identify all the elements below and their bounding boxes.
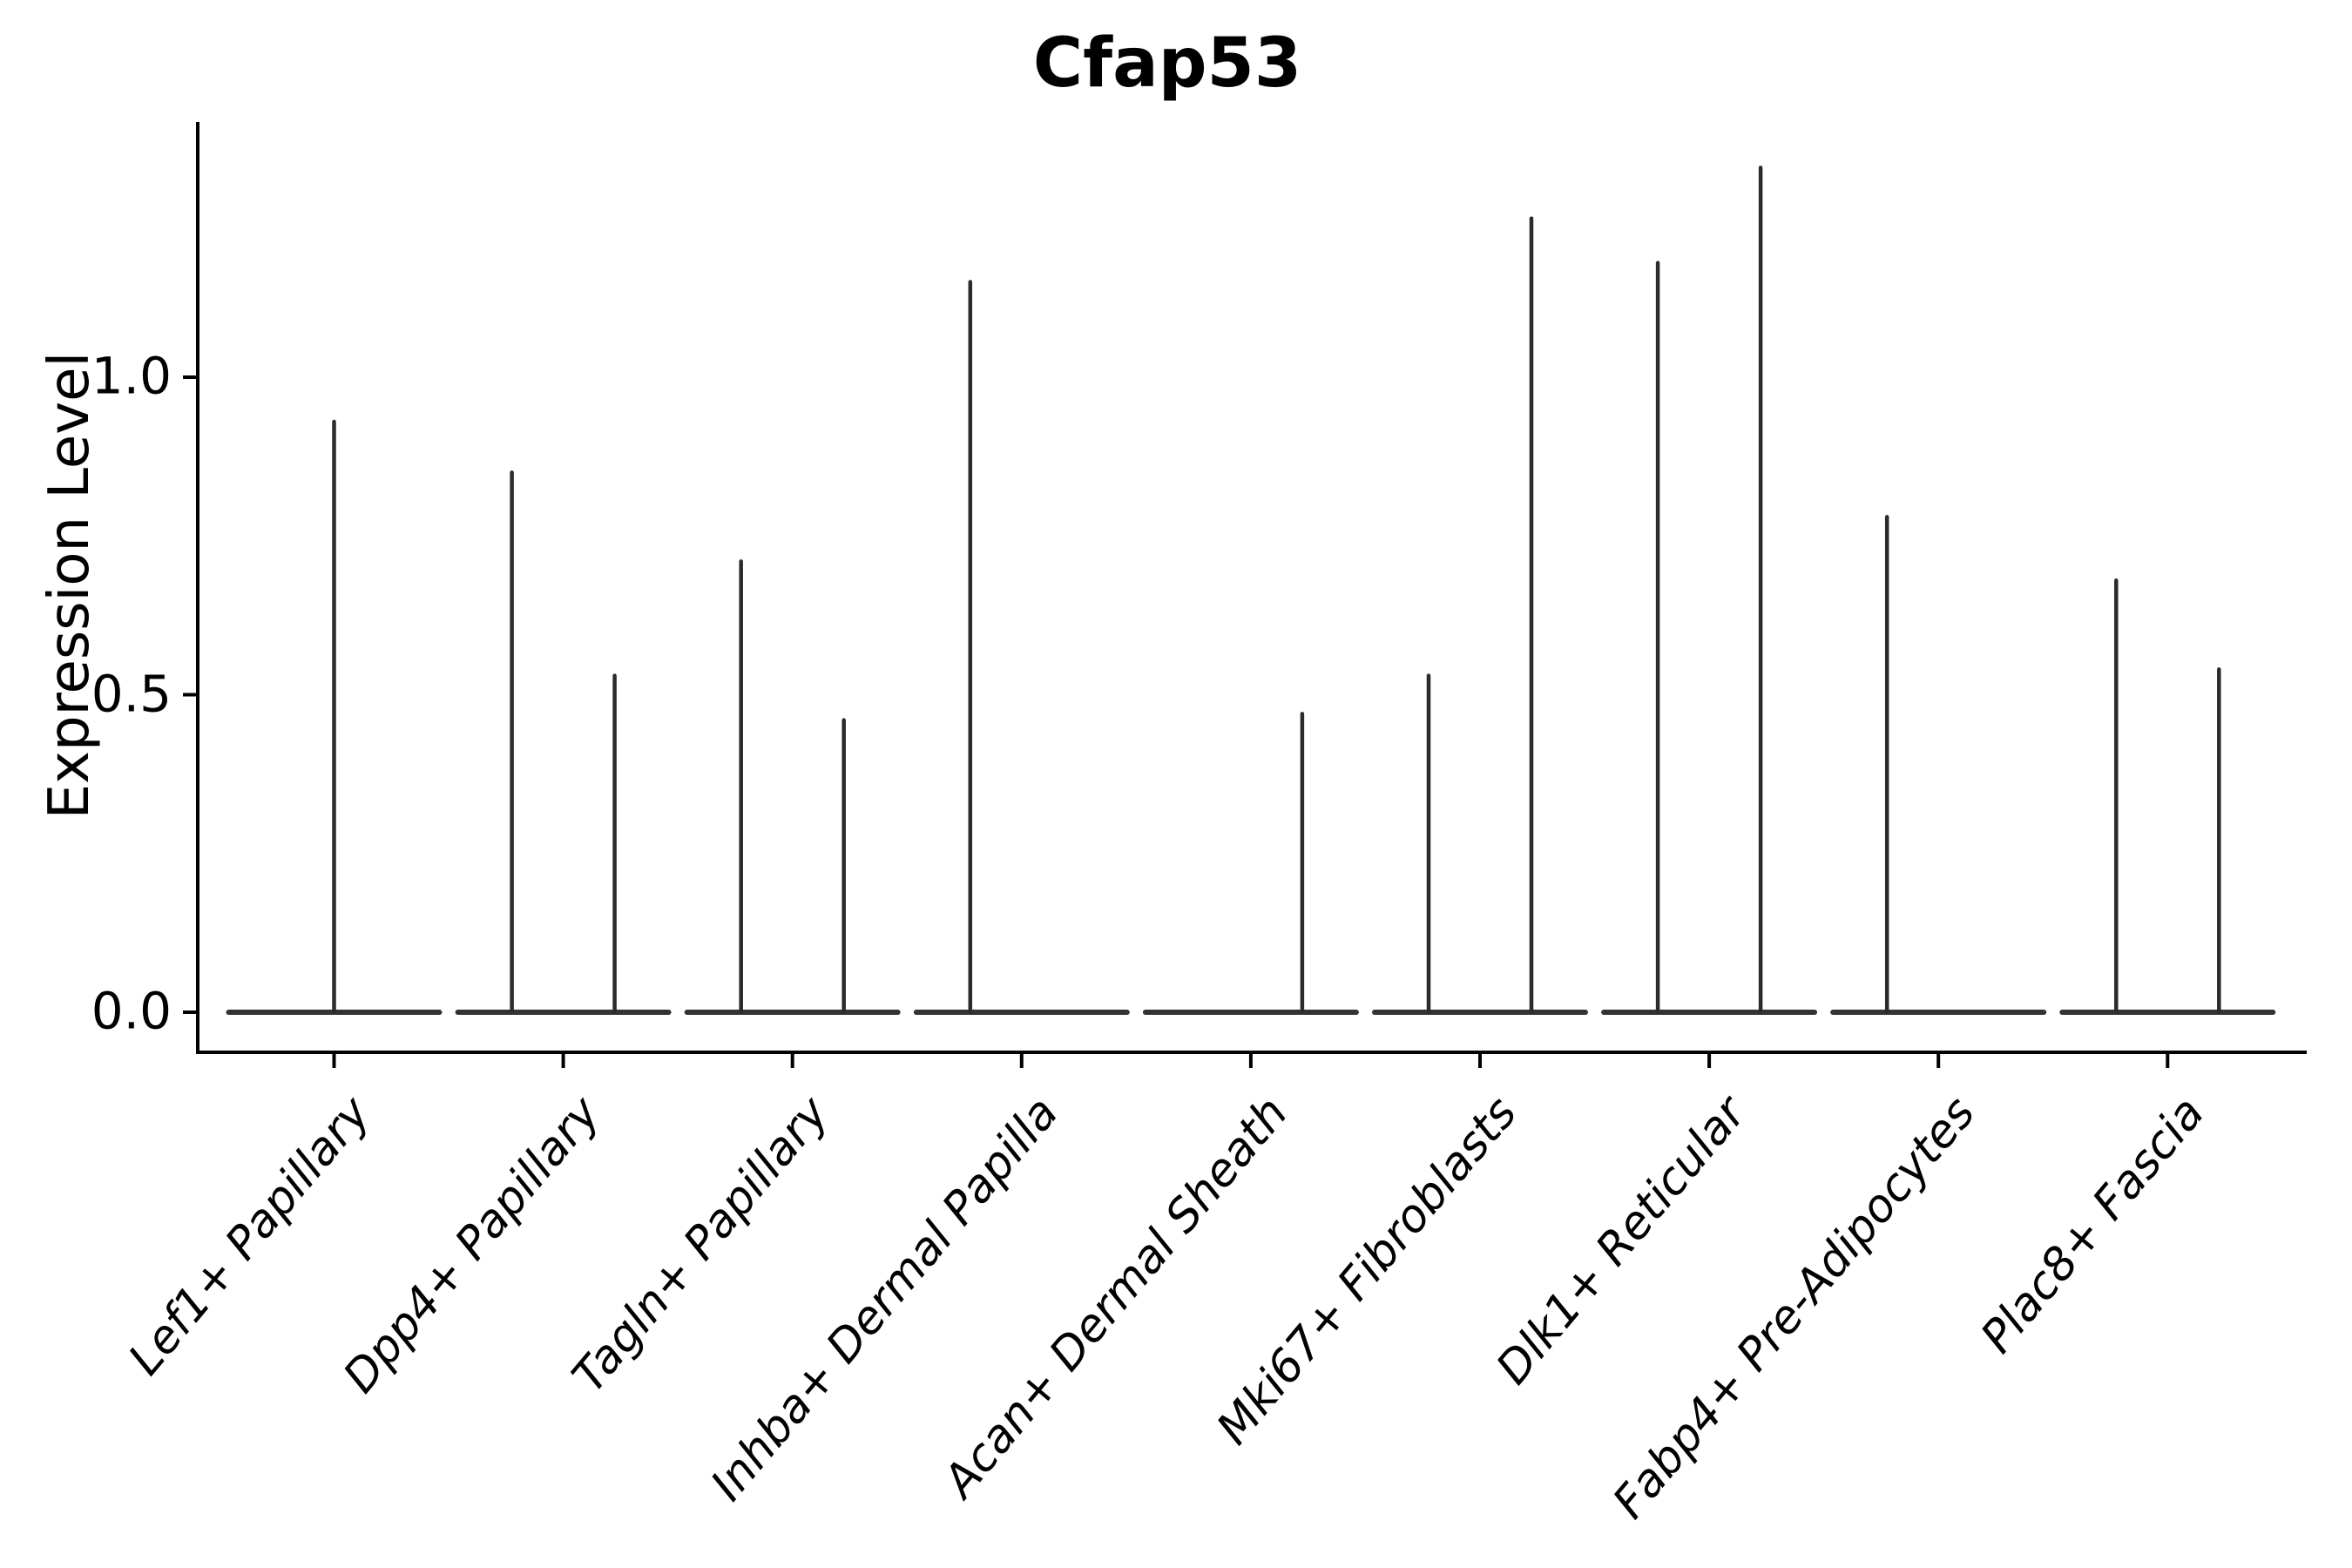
chart-title: Cfap53 <box>1032 24 1302 103</box>
y-tick-label: 0.0 <box>91 981 172 1041</box>
y-tick-label: 0.5 <box>91 664 172 724</box>
y-tick-label: 1.0 <box>91 346 172 406</box>
